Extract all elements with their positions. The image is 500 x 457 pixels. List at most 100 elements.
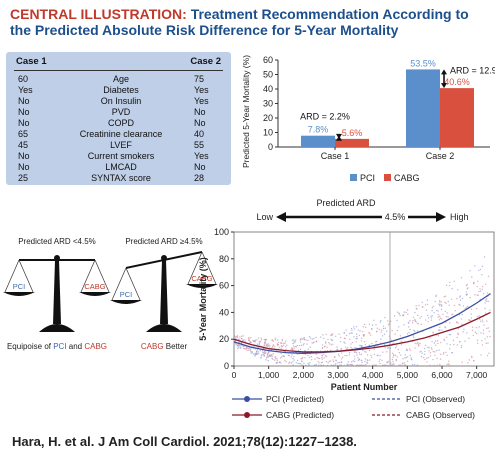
legend-label-pci: PCI: [360, 173, 375, 183]
observed-point: [396, 319, 398, 322]
observed-point: [350, 332, 352, 334]
observed-point: [291, 354, 293, 356]
observed-point: [337, 361, 339, 364]
ard-annotation-case2: ARD = 12.9%: [450, 65, 495, 75]
observed-point: [482, 332, 485, 335]
observed-point: [362, 349, 364, 352]
observed-point: [404, 364, 406, 367]
observed-point: [299, 341, 302, 343]
observed-point: [471, 276, 473, 278]
observed-point: [301, 338, 304, 340]
observed-point: [444, 295, 447, 297]
observed-point: [395, 358, 397, 361]
observed-point: [404, 354, 406, 356]
table-row: 60 Age 75: [6, 74, 231, 85]
observed-point: [305, 364, 307, 367]
observed-point: [384, 327, 386, 330]
observed-point: [363, 323, 366, 326]
observed-point: [435, 294, 437, 296]
observed-point: [459, 296, 461, 298]
ard-low-label: Low: [256, 212, 273, 222]
observed-point: [338, 361, 341, 364]
observed-point: [332, 343, 334, 345]
observed-point: [405, 357, 408, 359]
observed-point: [368, 349, 371, 352]
observed-point: [417, 323, 419, 325]
page-title: CENTRAL ILLUSTRATION: Treatment Recommen…: [10, 6, 490, 38]
observed-point: [250, 350, 252, 353]
observed-point: [380, 319, 382, 322]
observed-point: [298, 349, 300, 352]
observed-point: [269, 355, 271, 357]
observed-point: [315, 353, 318, 355]
case2-value: Yes: [194, 85, 209, 95]
observed-point: [412, 335, 415, 337]
x-tick-label: Case 1: [321, 151, 350, 161]
observed-point: [280, 347, 282, 349]
observed-point: [340, 348, 342, 350]
observed-point: [286, 344, 288, 346]
observed-point: [267, 359, 270, 362]
observed-point: [293, 345, 295, 347]
observed-point: [438, 304, 441, 307]
observed-point: [484, 283, 487, 286]
observed-point: [434, 354, 436, 356]
observed-point: [276, 358, 278, 360]
observed-point: [431, 307, 434, 309]
observed-point: [300, 337, 302, 340]
observed-point: [355, 333, 358, 335]
observed-point: [328, 341, 330, 344]
observed-point: [351, 329, 353, 331]
observed-point: [323, 345, 326, 348]
observed-point: [242, 339, 244, 341]
observed-point: [433, 312, 435, 314]
observed-point: [476, 315, 478, 318]
observed-point: [456, 344, 459, 346]
ard-arrow-right-head: [436, 212, 446, 222]
predicted-line-pci: [233, 293, 491, 354]
observed-point: [416, 364, 419, 367]
case2-value: No: [194, 162, 206, 172]
observed-point: [395, 346, 397, 349]
observed-point: [446, 363, 448, 366]
y-tick-label: 30: [263, 99, 273, 109]
case1-value: 25: [18, 173, 29, 183]
observed-point: [456, 321, 458, 324]
observed-point: [318, 357, 321, 360]
observed-point: [237, 346, 240, 348]
observed-point: [369, 332, 371, 335]
observed-point: [341, 352, 343, 354]
observed-point: [398, 364, 401, 367]
observed-point: [445, 321, 447, 324]
observed-point: [483, 256, 486, 258]
y-tick-label: 50: [263, 70, 273, 80]
observed-point: [236, 347, 239, 350]
observed-point: [240, 346, 242, 349]
case2-value: Yes: [194, 151, 209, 161]
observed-point: [402, 314, 405, 316]
observed-point: [445, 284, 448, 287]
observed-point: [439, 353, 442, 356]
observed-point: [344, 354, 346, 357]
observed-point: [462, 331, 464, 333]
observed-point: [264, 350, 266, 352]
observed-point: [291, 339, 294, 342]
observed-point: [254, 341, 256, 343]
observed-point: [424, 358, 426, 361]
observed-point: [338, 355, 340, 357]
observed-point: [368, 323, 371, 325]
observed-point: [412, 319, 414, 322]
observed-point: [250, 341, 252, 344]
observed-point: [414, 342, 416, 345]
legend-label: PCI (Observed): [406, 394, 465, 404]
observed-point: [307, 362, 309, 365]
observed-point: [427, 357, 429, 359]
right-scale-base: [146, 324, 182, 332]
observed-point: [392, 364, 394, 367]
observed-point: [353, 326, 355, 328]
legend-marker: [244, 396, 250, 402]
y-tick-label: 60: [219, 281, 229, 291]
observed-point: [387, 320, 389, 322]
observed-scatter: [233, 256, 491, 367]
observed-point: [443, 339, 446, 342]
